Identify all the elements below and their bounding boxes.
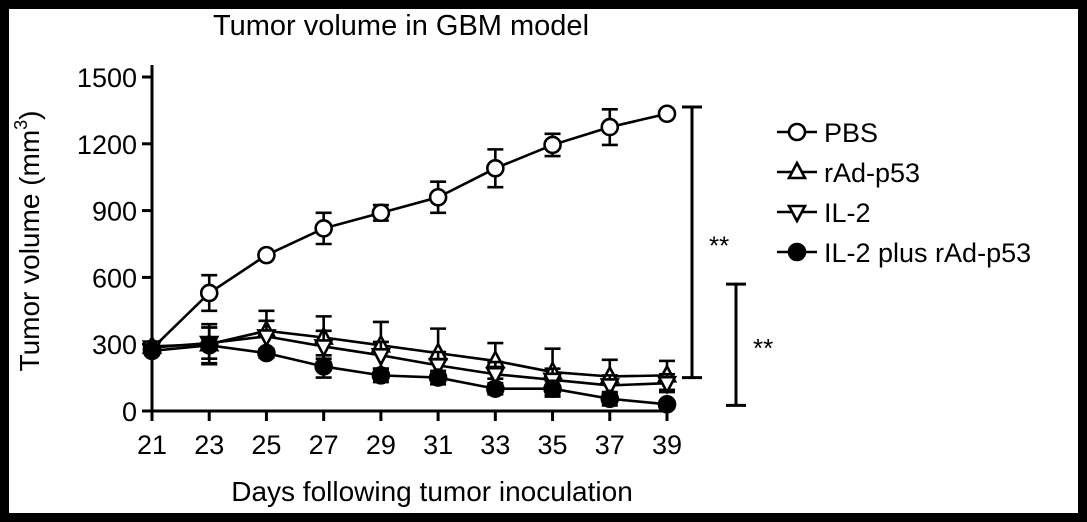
y-tick-label: 600	[92, 263, 137, 293]
data-point	[656, 375, 678, 395]
legend-entry: rAd-p53	[777, 158, 920, 188]
significance-annotations: ** **	[682, 105, 773, 407]
legend-label: IL-2	[824, 198, 871, 228]
legend-marker	[786, 160, 808, 180]
data-point	[313, 339, 334, 359]
legend-label: rAd-p53	[824, 158, 920, 188]
legend-entry: PBS	[777, 118, 878, 148]
y-tick-label: 1500	[77, 63, 137, 93]
x-tick-label: 25	[251, 430, 281, 460]
significance-bracket: **	[726, 282, 773, 407]
series-line	[151, 344, 668, 406]
series-il-2-plus-rad-p53	[142, 326, 677, 414]
x-tick-label: 33	[480, 430, 510, 460]
data-point	[600, 389, 620, 409]
series-line	[151, 335, 668, 387]
legend-label: PBS	[824, 118, 878, 148]
series-il-2	[141, 319, 678, 398]
data-point	[257, 245, 276, 265]
x-tick-label: 39	[652, 430, 682, 460]
data-point	[657, 104, 677, 124]
x-axis-label: Days following tumor inoculation	[231, 476, 633, 507]
legend-marker	[787, 122, 807, 142]
data-point	[599, 378, 620, 398]
line-chart: Tumor volume in GBM model Tumor volume (…	[11, 10, 1031, 507]
x-tick-label: 21	[137, 430, 167, 460]
series-line	[151, 329, 668, 378]
data-point	[600, 117, 620, 137]
legend-entry: IL-2 plus rAd-p53	[777, 238, 1031, 268]
data-point	[543, 135, 562, 155]
data-point	[314, 219, 333, 238]
x-tick-label: 31	[423, 430, 453, 460]
legend-marker	[786, 204, 808, 224]
legend: PBS rAd-p53 IL-2 IL-2 plus rAd-p53	[777, 118, 1031, 268]
data-point	[314, 357, 333, 376]
x-tick-label: 23	[194, 430, 224, 460]
data-point	[428, 187, 448, 207]
data-point	[256, 329, 277, 349]
chart-title: Tumor volume in GBM model	[213, 10, 589, 42]
data-point	[370, 348, 392, 368]
x-tick-label: 37	[595, 430, 625, 460]
significance-label: **	[709, 230, 729, 260]
data-point	[428, 368, 448, 387]
chart-frame: Tumor volume in GBM model Tumor volume (…	[9, 9, 1078, 513]
y-tick-label: 900	[92, 197, 137, 227]
data-point	[371, 203, 391, 223]
data-point	[486, 379, 505, 399]
x-tick-label: 35	[538, 430, 568, 460]
x-tick-label: 27	[309, 430, 339, 460]
data-point	[257, 343, 276, 363]
y-tick-label: 300	[92, 330, 137, 360]
x-tick-label: 29	[366, 430, 396, 460]
data-point	[657, 395, 677, 414]
series-line	[151, 112, 668, 350]
data-point	[199, 336, 219, 355]
significance-bracket: **	[682, 105, 729, 380]
plot-area	[141, 104, 678, 414]
legend-marker	[787, 242, 807, 262]
series-pbs	[142, 104, 677, 358]
data-point	[427, 358, 449, 378]
significance-label: **	[753, 333, 773, 363]
y-tick-label: 0	[122, 397, 137, 427]
data-point	[486, 158, 505, 178]
data-point	[543, 379, 562, 399]
data-point	[199, 283, 219, 303]
data-point	[371, 366, 391, 385]
legend-label: IL-2 plus rAd-p53	[824, 238, 1031, 268]
data-point	[142, 341, 162, 361]
legend-entry: IL-2	[777, 198, 871, 228]
data-point	[485, 366, 506, 387]
axes: 0 300 600 900 1200 1500 21 23 25 27 29 31 33 35 37 39	[77, 63, 682, 460]
y-axis-label: Tumor volume (mm3)	[11, 111, 45, 372]
y-tick-label: 1200	[77, 130, 137, 160]
